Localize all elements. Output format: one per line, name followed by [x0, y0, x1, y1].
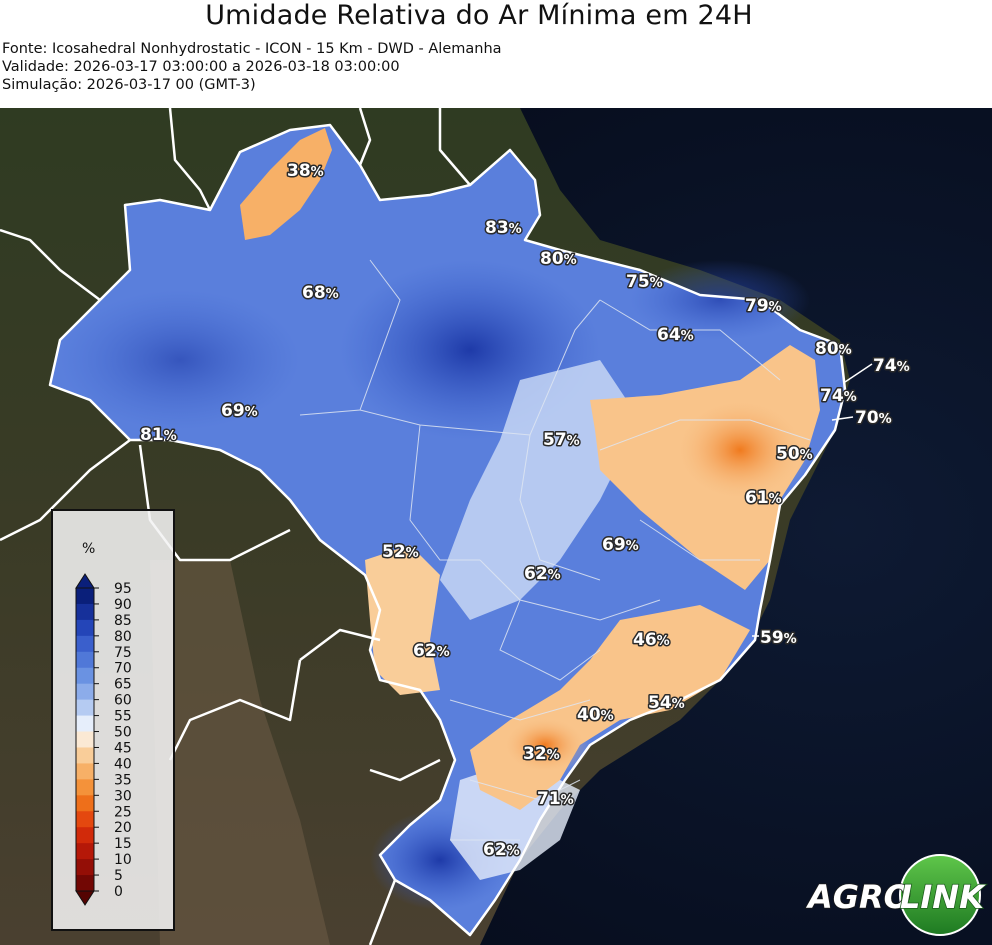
colorbar-tick-label: 45	[114, 740, 132, 756]
reading-label: 62%	[524, 564, 561, 584]
logo-text-agro: AGRO	[805, 878, 911, 916]
reading-label: 54%	[648, 693, 685, 713]
transition-band-center	[440, 360, 640, 620]
colorbar-tick-label: 40	[114, 756, 132, 772]
reading-label: 38%	[287, 161, 324, 181]
state-borders	[299, 259, 811, 841]
reading-label: 83%	[485, 218, 522, 238]
colorbar-swatch	[76, 779, 94, 796]
colorbar-swatch	[76, 699, 94, 717]
reading-label: 69%	[602, 535, 639, 555]
colorbar-tick-label: 50	[114, 725, 132, 741]
country-borders	[0, 108, 847, 945]
reading-label: 46%	[633, 630, 670, 650]
dry-core-northeast	[670, 395, 810, 505]
leader-lines	[752, 363, 873, 637]
colorbar-panel	[51, 509, 175, 931]
colorbar-swatch	[76, 667, 94, 685]
reading-label: 74%	[873, 356, 910, 376]
colorbar-swatch	[76, 715, 94, 733]
colorbar-swatch	[76, 795, 94, 812]
reading-label: 57%	[543, 430, 580, 450]
reading-label: 75%	[626, 272, 663, 292]
colorbar-tick-label: 20	[114, 820, 132, 836]
reading-label: 32%	[523, 744, 560, 764]
reading-label: 69%	[221, 401, 258, 421]
humid-west	[60, 290, 300, 430]
colorbar-frame	[75, 587, 95, 892]
reading-label: 71%	[537, 789, 574, 809]
logo-text-link: LINK	[900, 878, 986, 916]
colorbar-swatch	[76, 588, 94, 605]
dry-core-southeast	[500, 715, 590, 775]
colorbar-swatch	[76, 859, 94, 876]
colorbar-tick-label: 75	[114, 645, 132, 661]
colorbar-swatch	[76, 843, 94, 860]
colorbar-swatch	[76, 731, 94, 748]
reading-label: 81%	[140, 425, 177, 445]
colorbar-tick-label: 85	[114, 613, 132, 629]
colorbar-tick-label: 10	[114, 852, 132, 868]
reading-label: 74%	[820, 386, 857, 406]
reading-label: 50%	[776, 444, 813, 464]
reading-label: 62%	[413, 641, 450, 661]
colorbar-tick-label: 55	[114, 709, 132, 725]
colorbar-tick-label: 70	[114, 661, 132, 677]
reading-label: 79%	[745, 296, 782, 316]
colorbar-tick-label: 15	[114, 836, 132, 852]
reading-label: 40%	[577, 705, 614, 725]
colorbar-unit: %	[82, 541, 95, 557]
humidity-labels: 38% 83% 80% 75% 79% 68% 64% 80% 74% 74% …	[139, 160, 912, 862]
colorbar-tick-label: 95	[114, 581, 132, 597]
colorbar-tick-label: 5	[114, 868, 123, 884]
simulation-line: Simulação: 2026-03-17 00 (GMT-3)	[2, 77, 256, 93]
reading-label: 80%	[815, 339, 852, 359]
colorbar-tick-label: 35	[114, 772, 132, 788]
andes-region	[150, 560, 330, 945]
source-line: Fonte: Icosahedral Nonhydrostatic - ICON…	[2, 41, 502, 57]
colorbar-tick-label: 0	[114, 884, 123, 900]
colorbar-tick-label: 80	[114, 629, 132, 645]
colorbar-swatch	[76, 875, 94, 892]
colorbar-swatch	[76, 603, 94, 621]
colorbar-swatch	[76, 811, 94, 828]
colorbar-swatch	[76, 827, 94, 844]
reading-label: 64%	[657, 325, 694, 345]
reading-label: 61%	[745, 488, 782, 508]
reading-label: 59%	[760, 628, 797, 648]
logo-circle	[899, 854, 981, 936]
map-panel: 38% 83% 80% 75% 79% 68% 64% 80% 74% 74% …	[0, 108, 992, 945]
colorbar-swatch	[76, 651, 94, 669]
reading-label: 80%	[540, 249, 577, 269]
reading-label: 70%	[855, 408, 892, 428]
colorbar-tick-label: 60	[114, 693, 132, 709]
map-title: Umidade Relativa do Ar Mínima em 24H	[205, 0, 753, 31]
colorbar-swatch	[76, 683, 94, 701]
agrolink-logo: AGRO LINK	[804, 854, 987, 936]
colorbar-swatch	[76, 747, 94, 764]
colorbar-swatch	[76, 635, 94, 653]
colorbar-tick-label: 25	[114, 804, 132, 820]
dry-area-west	[365, 545, 440, 695]
reading-label: 52%	[382, 542, 419, 562]
colorbar-swatch	[76, 763, 94, 780]
reading-label: 62%	[483, 840, 520, 860]
dry-area-roraima	[240, 128, 332, 240]
colorbar-swatch	[76, 619, 94, 637]
colorbar-tick-label: 65	[114, 677, 132, 693]
humid-northeast	[630, 260, 810, 340]
colorbar-tick-label: 90	[114, 597, 132, 613]
reading-label: 68%	[302, 283, 339, 303]
colorbar-tick-label: 30	[114, 788, 132, 804]
validity-line: Validade: 2026-03-17 03:00:00 a 2026-03-…	[2, 59, 400, 75]
colorbar-swatches	[75, 573, 95, 906]
